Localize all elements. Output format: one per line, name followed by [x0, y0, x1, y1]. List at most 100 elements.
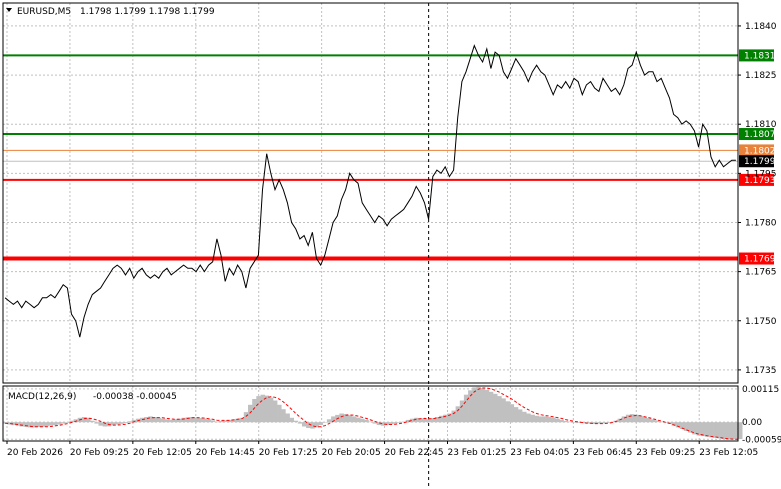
macd-bar [617, 418, 623, 423]
macd-bar [717, 422, 722, 439]
macd-axis: 0.00115 0.00 -0.00059 [742, 385, 781, 445]
macd-signal-line [5, 387, 741, 440]
macd-bar [277, 404, 282, 423]
macd-bar [169, 419, 174, 423]
macd-bar [111, 422, 116, 426]
macd-bar [376, 422, 382, 426]
macd-bar [567, 421, 573, 423]
macd-bar [638, 415, 643, 423]
macd-bar [405, 419, 411, 423]
macd-bar [351, 416, 357, 423]
macd-bar [476, 386, 481, 423]
macd-bar [156, 417, 162, 423]
macd-bar [675, 422, 681, 428]
y-tick-label: 1.1780 [745, 218, 777, 228]
macd-bar [721, 422, 726, 439]
y-tick-label: 1.1735 [745, 366, 777, 376]
macd-bar [592, 422, 598, 424]
macd-bar [127, 421, 133, 423]
macd-bar [551, 417, 556, 423]
macd-tick-label: 0.00115 [742, 385, 779, 395]
triangle-down-icon[interactable] [6, 8, 12, 12]
x-tick-label: 20 Feb 12:05 [133, 448, 192, 458]
macd-bar [630, 414, 635, 423]
macd-bar [555, 418, 560, 423]
macd-bar [272, 400, 278, 423]
macd-bar [692, 422, 697, 435]
support-price-tag [739, 252, 774, 265]
macd-bar [148, 416, 153, 423]
macd-bar [281, 409, 286, 423]
macd-bar [189, 417, 195, 423]
macd-bar [69, 420, 74, 423]
macd-bar [90, 420, 95, 423]
chart-grid [3, 3, 738, 441]
macd-bar [44, 422, 49, 427]
macd-bar [256, 396, 261, 423]
macd-bar [152, 417, 157, 423]
macd-bar [32, 422, 37, 428]
price-line [4, 44, 736, 338]
macd-bar [297, 422, 303, 424]
current-price-label: 1.1799 [744, 157, 776, 167]
macd-bar [480, 388, 485, 423]
macd-bar [7, 422, 12, 425]
macd-bar [123, 422, 128, 424]
x-tick-label: 23 Feb 01:25 [447, 448, 506, 458]
macd-bar [81, 417, 87, 423]
macd-bar [65, 422, 70, 423]
symbol-label: EURUSD,M5 [17, 7, 71, 17]
macd-bar [293, 420, 299, 423]
macd-values: -0.00038 -0.00045 [93, 392, 177, 402]
macd-bar [563, 421, 569, 423]
level-price-tag [739, 144, 774, 157]
macd-label: MACD(12,26,9) [8, 392, 76, 402]
macd-bar [40, 422, 45, 427]
macd-bar [621, 416, 627, 423]
macd-bar [23, 422, 29, 427]
macd-bar [15, 422, 20, 426]
macd-bar [19, 422, 25, 427]
macd-bar [102, 422, 108, 427]
macd-bar [430, 418, 436, 423]
y-tick-label: 1.1840 [745, 22, 777, 32]
macd-bar [733, 422, 739, 440]
macd-bar [202, 418, 207, 423]
macd-bar [522, 411, 527, 423]
panel-frames [2, 2, 739, 442]
macd-bar [542, 416, 548, 423]
macd-bar [227, 419, 232, 423]
y-tick-label: 1.1750 [745, 317, 777, 327]
macd-bar [231, 419, 236, 423]
macd-bar [708, 422, 714, 438]
x-tick-label: 20 Feb 22:45 [385, 448, 444, 458]
macd-bar [389, 422, 394, 425]
macd-bar [538, 416, 544, 423]
macd-bar [459, 400, 465, 423]
macd-bar [646, 418, 652, 423]
macd-bar [725, 422, 730, 440]
macd-bar [264, 395, 270, 423]
macd-bar [534, 415, 539, 423]
macd-bar [576, 422, 581, 423]
macd-bar [235, 418, 240, 423]
macd-bar [61, 422, 66, 424]
horizontal-levels[interactable]: 1.1831 1.1807 1.1802 1.1793 1.1769 1.1799 [3, 49, 776, 265]
macd-bar [625, 414, 631, 423]
macd-bar [115, 422, 120, 425]
macd-bar [505, 401, 510, 423]
macd-bar [181, 417, 187, 423]
y-tick-label: 1.1810 [745, 120, 777, 130]
x-tick-label: 23 Feb 09:25 [636, 448, 695, 458]
macd-bar [218, 421, 224, 423]
macd-bar [696, 422, 701, 436]
macd-bar [214, 421, 220, 423]
macd-bar [372, 422, 378, 424]
x-tick-label: 20 Feb 14:45 [196, 448, 255, 458]
macd-bar [310, 422, 315, 429]
macd-bar [98, 422, 103, 426]
macd-bar [434, 417, 440, 423]
macd-bar [397, 422, 402, 423]
macd-bar [160, 418, 166, 423]
